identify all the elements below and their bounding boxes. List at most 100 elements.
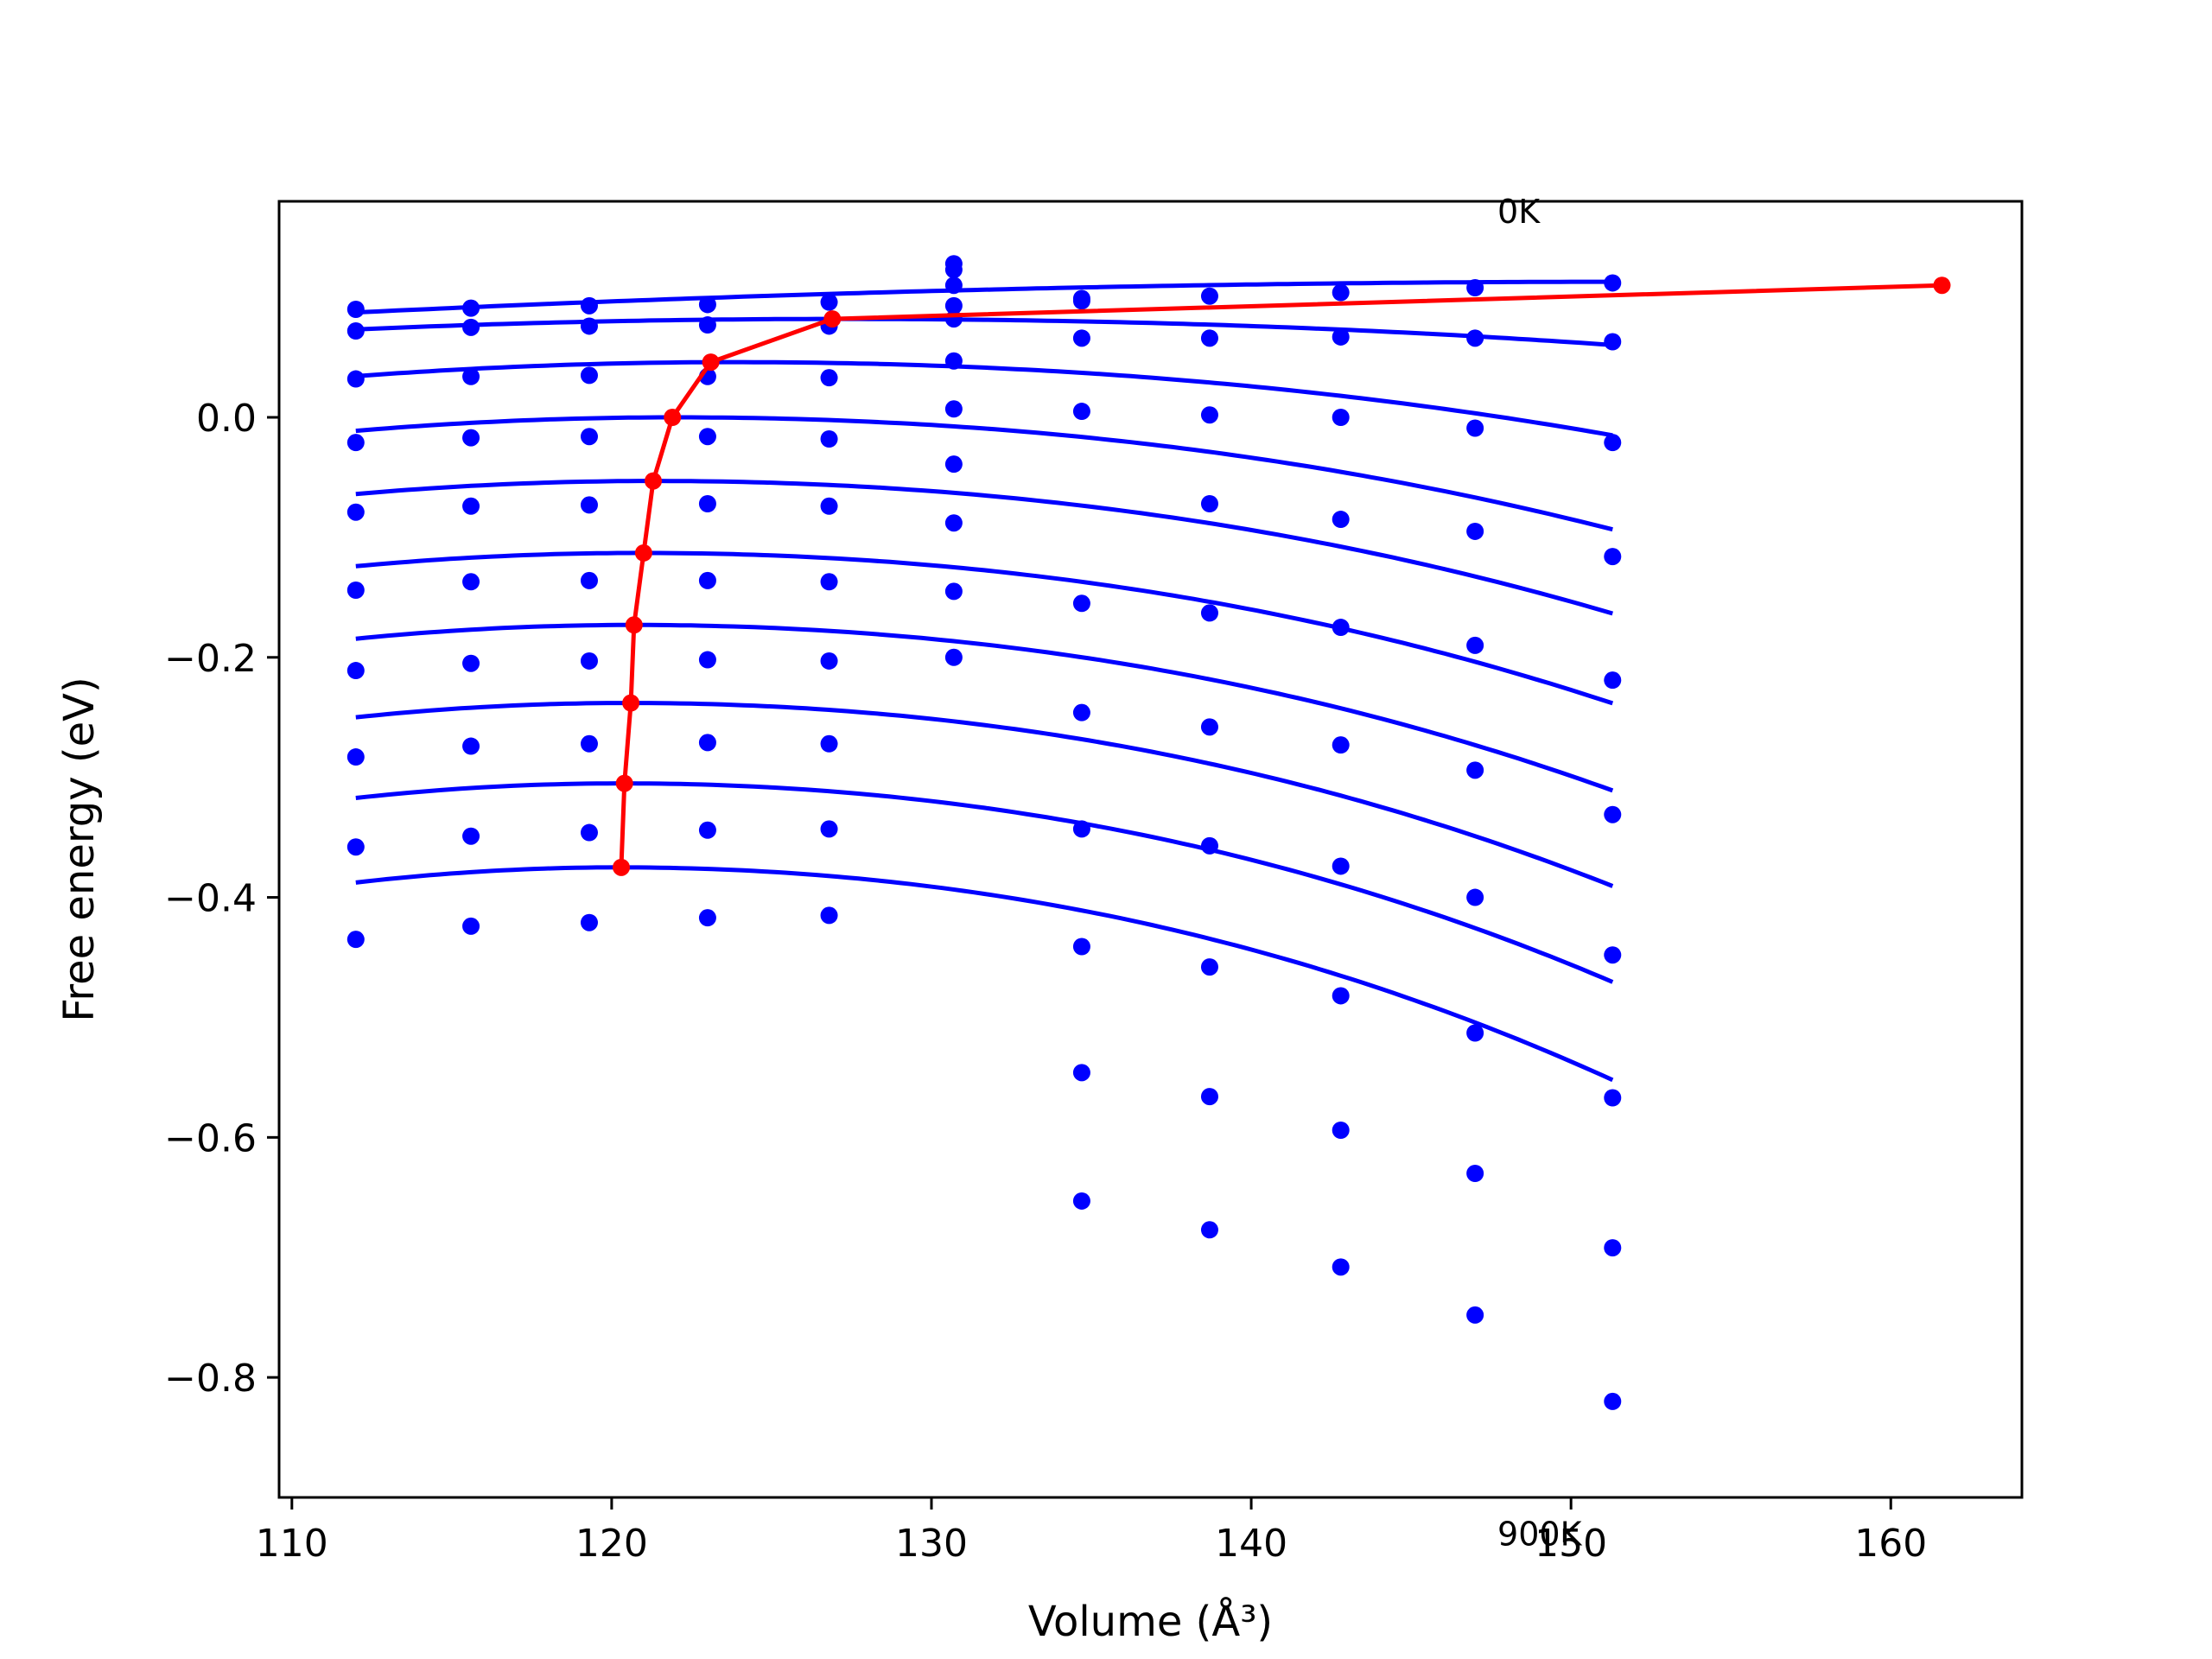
data-point	[1604, 1089, 1622, 1107]
data-point	[944, 455, 963, 474]
data-point	[346, 931, 365, 949]
data-point	[462, 573, 480, 591]
data-point	[346, 662, 365, 680]
minimum-point	[702, 353, 720, 372]
data-point	[1200, 718, 1218, 736]
data-point	[1466, 279, 1484, 296]
data-point	[462, 299, 480, 317]
y-tick-label: −0.2	[164, 637, 257, 681]
data-point	[698, 571, 716, 589]
data-point	[346, 748, 365, 766]
data-point	[820, 906, 838, 925]
fit-curve	[355, 550, 1614, 706]
x-tick-label: 160	[1854, 1522, 1927, 1566]
data-point	[580, 366, 598, 385]
data-point	[1072, 703, 1090, 721]
data-point	[1200, 604, 1218, 622]
data-point	[698, 734, 716, 752]
data-point	[1332, 1258, 1350, 1276]
data-point	[580, 913, 598, 931]
data-point	[1072, 820, 1090, 838]
data-point	[462, 917, 480, 935]
data-point	[1072, 1064, 1090, 1082]
data-point	[820, 430, 838, 448]
data-point	[346, 301, 365, 318]
data-point	[346, 434, 365, 452]
data-point	[1200, 1088, 1218, 1106]
data-point	[1466, 1306, 1484, 1324]
data-point	[580, 734, 598, 753]
data-point	[346, 370, 365, 388]
data-point	[462, 367, 480, 385]
y-axis-title: Free energy (eV)	[55, 677, 104, 1021]
data-points	[346, 255, 1622, 1410]
data-point	[580, 296, 598, 315]
data-point	[820, 293, 838, 311]
data-point	[820, 734, 838, 753]
data-point	[698, 651, 716, 669]
data-point	[1604, 1239, 1622, 1257]
data-point	[698, 296, 716, 314]
data-point	[462, 737, 480, 755]
data-point	[698, 316, 716, 334]
minimum-point	[612, 858, 630, 876]
data-point	[1604, 946, 1622, 964]
x-tick-label: 120	[575, 1522, 648, 1566]
data-point	[1072, 594, 1090, 613]
data-point	[1466, 761, 1484, 779]
data-point	[944, 514, 963, 532]
minimum-point	[645, 472, 663, 490]
minimum-point	[1933, 276, 1951, 295]
data-point	[1604, 671, 1622, 690]
data-point	[944, 276, 963, 295]
fit-curve	[355, 359, 1613, 438]
data-point	[1604, 333, 1622, 351]
data-point	[1072, 1192, 1090, 1210]
y-tick-label: 0.0	[196, 397, 257, 441]
data-point	[1332, 987, 1350, 1005]
data-point	[698, 909, 716, 927]
data-point	[820, 652, 838, 670]
minimum-line	[619, 283, 1942, 868]
fit-curves	[355, 279, 1614, 1083]
data-point	[1604, 434, 1622, 452]
y-tick-label: −0.8	[164, 1357, 257, 1401]
data-point	[944, 582, 963, 601]
data-point	[1200, 1221, 1218, 1239]
data-point	[1072, 292, 1090, 310]
data-point	[944, 648, 963, 666]
annotations: 0K 900K	[1497, 193, 1583, 1554]
minimum-point	[634, 543, 652, 562]
x-axis-title: Volume (Å³)	[1028, 1597, 1273, 1646]
data-point	[580, 428, 598, 446]
data-point	[346, 582, 365, 599]
data-point	[580, 317, 598, 335]
data-point	[1466, 1024, 1484, 1042]
data-point	[1200, 495, 1218, 512]
data-point	[698, 428, 716, 446]
data-point	[580, 652, 598, 670]
x-tick-label: 150	[1535, 1522, 1607, 1566]
data-point	[944, 310, 963, 328]
data-point	[1200, 329, 1218, 347]
data-point	[944, 261, 963, 279]
data-point	[1466, 1165, 1484, 1182]
x-tick-label: 110	[256, 1522, 328, 1566]
minimum-point	[823, 310, 842, 328]
data-point	[1332, 283, 1350, 302]
data-point	[1072, 329, 1090, 347]
data-point	[462, 827, 480, 845]
data-point	[1200, 958, 1218, 976]
data-point	[1072, 938, 1090, 956]
data-point	[1332, 1122, 1350, 1139]
fit-curve	[355, 622, 1614, 793]
fit-curve	[355, 701, 1614, 888]
fit-curve	[355, 479, 1613, 616]
minimum-point	[664, 409, 682, 426]
data-point	[1604, 805, 1622, 823]
data-point	[1604, 274, 1622, 292]
data-point	[462, 497, 480, 515]
temperature-label: 900K	[1497, 1516, 1583, 1554]
x-tick-label: 130	[895, 1522, 968, 1566]
